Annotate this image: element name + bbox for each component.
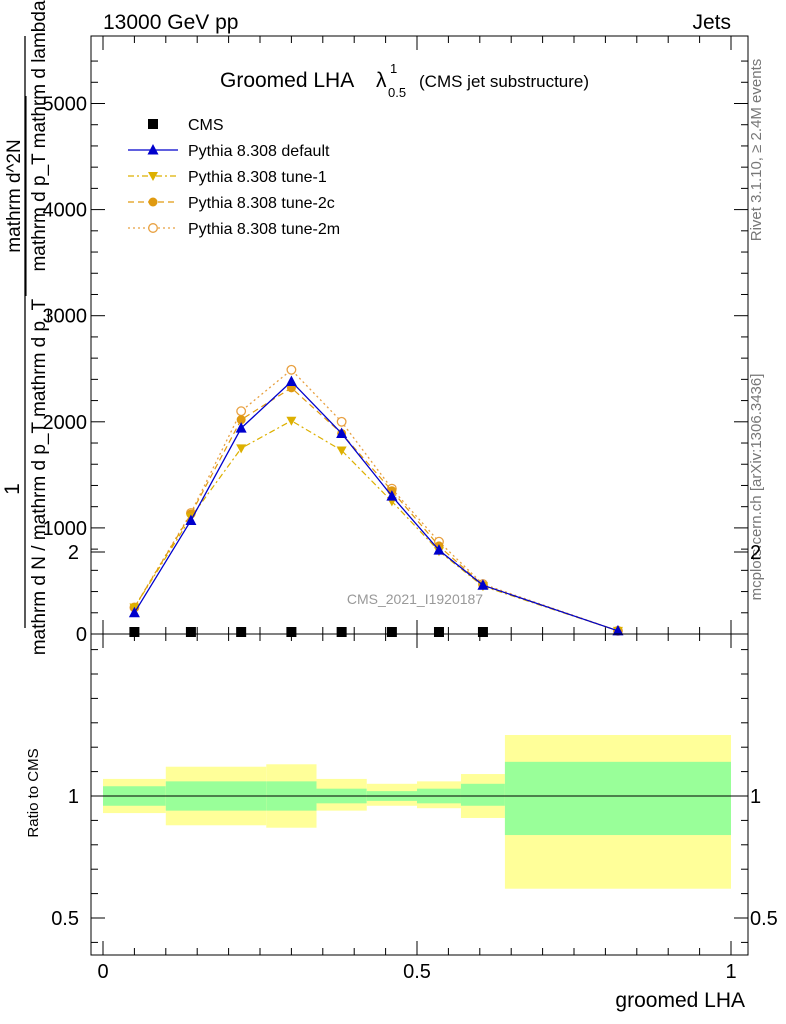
main-y-tick-label: 4000	[43, 200, 88, 222]
legend-label: Pythia 8.308 tune-2c	[188, 195, 335, 212]
point-data	[433, 627, 444, 637]
legend-label: Pythia 8.308 tune-2m	[188, 221, 340, 238]
point-data	[386, 627, 397, 637]
ratio-bands	[103, 735, 731, 889]
point-tune1	[286, 416, 297, 426]
ratio-axis-ticks: 0.5 0.5 1 1 2 2 0 0.5 1	[51, 542, 778, 983]
ratio-y-tick-label: 2	[68, 542, 79, 564]
analysis-label: CMS_2021_I1920187	[347, 591, 483, 607]
point-tune2c	[236, 415, 246, 425]
ratio-y-tick-label: 0.5	[51, 908, 79, 930]
legend: CMS Pythia 8.308 default Pythia 8.308 tune…	[128, 117, 340, 238]
point-data	[286, 627, 297, 637]
x-tick-label: 1	[725, 961, 736, 983]
legend-item: CMS	[148, 117, 224, 134]
main-y-tick-label: 0	[76, 624, 87, 646]
point-data	[477, 627, 488, 637]
main-y-tick-label: 1000	[43, 518, 88, 540]
x-axis-label: groomed LHA	[615, 989, 745, 1012]
legend-marker	[147, 144, 159, 155]
series-default	[128, 375, 624, 636]
point-default	[235, 422, 247, 433]
x-tick-label: 0	[97, 961, 108, 983]
point-tune1	[336, 446, 347, 456]
point-tune2m	[286, 364, 297, 375]
point-default	[612, 624, 624, 636]
ratio-y-tick-label: 1	[68, 786, 79, 808]
chart-title-superscript: 1	[390, 61, 397, 76]
ratio-band-inner	[460, 783, 505, 806]
energy-label: 13000 GeV pp	[103, 11, 238, 34]
main-axis-ticks: 0 1000 2000 3000 4000 5000	[43, 36, 748, 646]
point-tune2m	[336, 416, 347, 427]
point-data	[185, 627, 196, 637]
legend-item: Pythia 8.308 tune-2c	[128, 195, 335, 212]
point-default	[336, 427, 348, 438]
y-axis-label-one: 1	[1, 483, 24, 495]
point-default	[433, 544, 445, 555]
legend-label: Pythia 8.308 default	[188, 143, 330, 160]
series-data	[129, 627, 488, 637]
ratio-y-tick-label-right: 1	[750, 786, 761, 808]
legend-label: CMS	[188, 117, 224, 134]
point-data	[336, 627, 347, 637]
chart-title-main: Groomed LHA	[220, 69, 354, 92]
point-tune2m	[236, 406, 247, 417]
point-default	[386, 490, 398, 501]
point-tune1	[236, 444, 247, 454]
legend-marker	[148, 223, 158, 233]
main-y-tick-label: 2000	[43, 412, 88, 434]
point-default	[185, 514, 197, 525]
chart-title-suffix: (CMS jet substructure)	[419, 72, 589, 91]
mcplots-label: mcplots.cern.ch [arXiv:1306.3436]	[748, 374, 765, 601]
main-y-tick-label: 3000	[43, 306, 88, 328]
legend-marker	[148, 197, 158, 207]
point-data	[236, 627, 247, 637]
point-default	[477, 579, 489, 590]
ratio-y-tick-label-right: 0.5	[750, 908, 778, 930]
legend-item: Pythia 8.308 tune-2m	[128, 221, 340, 238]
y-axis-label-numerator: mathrm d^2N	[4, 139, 25, 252]
rivet-label: Rivet 3.1.10, ≥ 2.4M events	[748, 59, 765, 242]
legend-marker	[148, 172, 158, 181]
ratio-plot-frame	[90, 633, 749, 956]
chart-title-lambda: λ	[376, 69, 387, 92]
series-line-tune1	[133, 420, 619, 632]
point-data	[129, 627, 140, 637]
legend-marker	[148, 119, 158, 129]
legend-label: Pythia 8.308 tune-1	[188, 169, 327, 186]
y-axis-label-numerator-rest: mathrm d p_T mathrm d lambda	[29, 0, 50, 271]
main-series-group	[128, 364, 624, 637]
x-tick-label: 0.5	[403, 961, 431, 983]
main-y-tick-label: 5000	[43, 94, 88, 116]
chart-title-subscript: 0.5	[388, 85, 406, 100]
ratio-band-inner	[504, 761, 731, 836]
point-default	[128, 606, 140, 618]
y-axis-label: 1 mathrm d N / mathrm d p_T mathrm d p_T…	[1, 0, 50, 655]
y-axis-label-denominator: mathrm d N / mathrm d p_T mathrm d p_T	[29, 298, 50, 655]
ratio-y-axis-label: Ratio to CMS	[25, 748, 42, 837]
legend-item: Pythia 8.308 default	[128, 143, 330, 160]
ratio-y-tick-label-right: 2	[750, 542, 761, 564]
process-label: Jets	[692, 11, 731, 34]
point-default	[285, 375, 297, 386]
ratio-plot: 0.5 0.5 1 1 2 2 0 0.5 1	[51, 542, 778, 983]
chart-title: Groomed LHA λ 0.5 1 (CMS jet substructur…	[220, 61, 589, 100]
legend-item: Pythia 8.308 tune-1	[128, 169, 327, 186]
